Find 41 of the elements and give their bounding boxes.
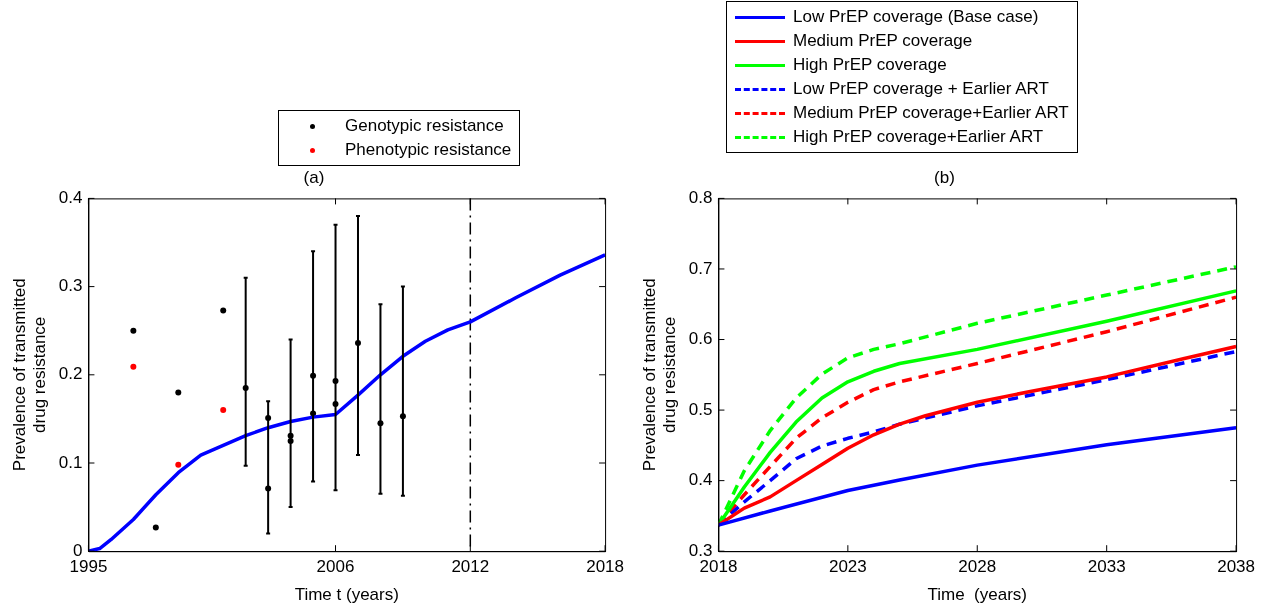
point <box>130 327 137 334</box>
legend-label: Medium PrEP coverage <box>793 31 973 51</box>
y-tick-label: 0.4 <box>58 188 83 208</box>
point <box>130 363 137 370</box>
legend-label: Medium PrEP coverage+Earlier ART <box>793 103 1069 123</box>
y-axis-title: Prevalence of transmitted drug resistance <box>9 278 50 472</box>
y-tick-label: 0.7 <box>688 258 713 278</box>
point <box>175 461 182 468</box>
y-axis-title: Prevalence of transmitted drug resistance <box>639 278 680 472</box>
x-tick-label: 2012 <box>451 557 490 577</box>
x-axis-title: Time (years) <box>927 585 1028 605</box>
chart-title: (a) <box>303 167 325 187</box>
point <box>220 407 227 414</box>
x-axis-title: Time t (years) <box>294 585 399 605</box>
x-tick-label: 2018 <box>586 557 624 577</box>
point <box>152 524 159 531</box>
y-tick-label: 0.4 <box>688 470 713 490</box>
legend-label: High PrEP coverage <box>793 55 947 75</box>
legend-label: Phenotypic resistance <box>345 140 512 160</box>
y-tick-label: 0.6 <box>688 329 713 349</box>
x-tick-label: 2028 <box>958 557 997 577</box>
legend-label: Low PrEP coverage + Earlier ART <box>793 79 1049 99</box>
point <box>220 307 227 314</box>
y-tick-label: 0.8 <box>688 188 713 208</box>
x-tick-label: 2038 <box>1217 557 1255 577</box>
y-tick-label: 0 <box>72 540 83 560</box>
legend-label: Genotypic resistance <box>345 116 504 136</box>
y-tick-label: 0.1 <box>58 452 83 472</box>
x-tick-label: 2018 <box>699 557 738 577</box>
y-tick-label: 0.5 <box>688 399 713 419</box>
x-tick-label: 1995 <box>69 557 108 577</box>
y-tick-label: 0.2 <box>58 364 83 384</box>
point <box>175 389 182 396</box>
x-tick-label: 2023 <box>828 557 867 577</box>
legend-label: High PrEP coverage+Earlier ART <box>793 127 1044 147</box>
y-tick-label: 0.3 <box>688 540 713 560</box>
x-tick-label: 2033 <box>1087 557 1126 577</box>
x-tick-label: 2006 <box>316 557 355 577</box>
y-tick-label: 0.3 <box>58 276 83 296</box>
chart-title: (b) <box>934 167 955 187</box>
legend-label: Low PrEP coverage (Base case) <box>793 7 1039 27</box>
